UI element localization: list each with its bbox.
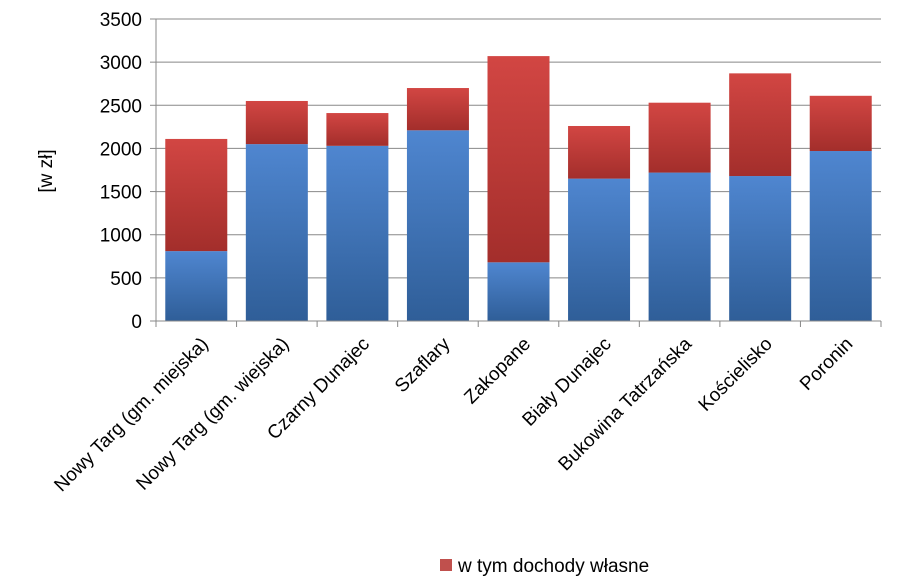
bar-own-revenue-segment: [326, 113, 389, 146]
legend-label-own-revenue: w tym dochody własne: [457, 556, 649, 577]
bar-base-segment: [326, 145, 389, 321]
x-category-label: Szaflary: [391, 333, 455, 397]
bars-group: [165, 56, 872, 321]
axes: [150, 18, 882, 327]
bar-base-segment: [809, 151, 872, 321]
bar-base-segment: [487, 262, 550, 321]
bar-base-segment: [729, 176, 792, 321]
bar-base-segment: [648, 172, 711, 321]
x-category-label: Nowy Targ (gm. wiejska): [132, 334, 293, 495]
legend: w tym dochody własne: [440, 556, 649, 577]
x-category-label: Kościelisko: [695, 334, 777, 416]
bar-own-revenue-segment: [245, 100, 308, 145]
y-tick-labels: 0 500 1000 1500 2000 2500 3000 3500: [100, 10, 142, 333]
y-tick-label: 2000: [100, 139, 142, 160]
y-tick-label: 500: [110, 269, 142, 290]
y-tick-label: 3000: [100, 53, 142, 74]
bar-own-revenue-segment: [487, 56, 550, 263]
x-category-label: Poronin: [796, 334, 857, 395]
y-tick-label: 2500: [100, 96, 142, 117]
x-category-label: Zakopane: [460, 334, 535, 409]
bar-base-segment: [165, 251, 228, 321]
bar-base-segment: [245, 144, 308, 321]
y-tick-label: 3500: [100, 10, 142, 31]
bar-base-segment: [406, 130, 469, 321]
x-category-label: Nowy Targ (gm. miejska): [50, 334, 212, 496]
y-tick-label: 1000: [100, 226, 142, 247]
y-tick-label: 1500: [100, 183, 142, 204]
bar-base-segment: [568, 178, 631, 321]
bar-own-revenue-segment: [406, 88, 469, 131]
x-category-labels: Nowy Targ (gm. miejska)Nowy Targ (gm. wi…: [50, 333, 857, 496]
bar-own-revenue-segment: [648, 102, 711, 173]
bar-own-revenue-segment: [568, 125, 631, 179]
bar-own-revenue-segment: [729, 73, 792, 177]
y-tick-label: 0: [131, 312, 142, 333]
bar-own-revenue-segment: [809, 95, 872, 152]
bar-own-revenue-segment: [165, 138, 228, 252]
x-category-label: Bukowina Tatrzańska: [555, 333, 697, 475]
legend-swatch-own-revenue: [440, 559, 452, 571]
y-axis-title: [w zł]: [36, 149, 57, 192]
